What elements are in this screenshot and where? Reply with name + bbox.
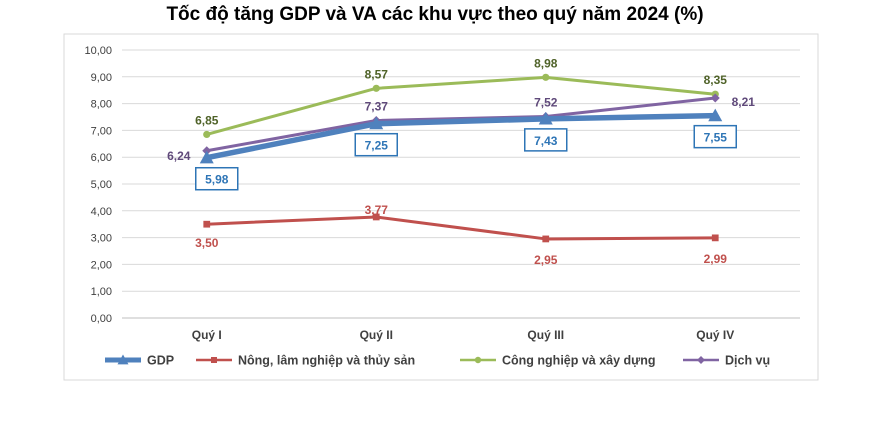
legend-marker-3 bbox=[697, 356, 705, 364]
legend-label-0: GDP bbox=[147, 354, 174, 368]
data-label-0-2: 7,43 bbox=[534, 134, 558, 148]
data-point-0-2 bbox=[538, 111, 553, 125]
gdp-label-box bbox=[354, 132, 398, 157]
legend-marker-2 bbox=[474, 356, 482, 364]
data-point-1-0 bbox=[203, 220, 211, 228]
series-line-0 bbox=[206, 112, 716, 161]
data-label-1-3: 2,99 bbox=[704, 252, 728, 266]
y-tick-label: 6,00 bbox=[91, 152, 112, 164]
y-tick-label: 8,00 bbox=[91, 99, 112, 111]
data-point-0-3 bbox=[708, 108, 723, 122]
gdp-label-box bbox=[693, 124, 737, 149]
y-tick-label: 3,00 bbox=[91, 233, 112, 245]
data-point-0-1 bbox=[369, 116, 384, 130]
data-label-2-3: 8,35 bbox=[704, 73, 728, 87]
series-line-1 bbox=[206, 215, 716, 241]
data-label-1-2: 2,95 bbox=[534, 253, 558, 267]
data-point-1-1 bbox=[372, 213, 380, 221]
x-tick-label: Quý III bbox=[527, 328, 564, 342]
x-tick-label: Quý I bbox=[192, 328, 222, 342]
data-point-1-3 bbox=[711, 234, 719, 242]
y-tick-label: 9,00 bbox=[91, 72, 112, 84]
data-point-2-0 bbox=[203, 130, 211, 139]
x-tick-label: Quý II bbox=[360, 328, 393, 342]
data-label-0-0: 5,98 bbox=[205, 173, 229, 187]
data-label-3-0: 6,24 bbox=[167, 149, 191, 163]
chart-title: Tốc độ tăng GDP và VA các khu vực theo q… bbox=[166, 4, 704, 25]
gdp-label-box bbox=[195, 166, 239, 191]
data-point-2-2 bbox=[542, 73, 550, 81]
y-tick-label: 2,00 bbox=[91, 259, 112, 271]
series-line-2 bbox=[206, 75, 716, 136]
data-point-3-3 bbox=[710, 93, 720, 103]
data-label-0-1: 7,25 bbox=[365, 139, 389, 153]
series-line-3 bbox=[206, 96, 716, 153]
data-label-0-3: 7,55 bbox=[704, 131, 728, 145]
legend-label-1: Nông, lâm nghiệp và thủy sản bbox=[238, 354, 415, 368]
data-label-1-1: 3,77 bbox=[365, 203, 389, 217]
data-label-3-2: 7,52 bbox=[534, 95, 558, 109]
data-label-2-1: 8,57 bbox=[365, 67, 389, 81]
data-point-0-0 bbox=[199, 150, 214, 164]
legend-label-2: Công nghiệp và xây dựng bbox=[502, 354, 656, 368]
x-tick-label: Quý IV bbox=[696, 328, 734, 342]
data-point-2-1 bbox=[372, 84, 380, 92]
y-tick-label: 4,00 bbox=[91, 206, 112, 218]
legend-marker-1 bbox=[211, 357, 217, 363]
y-tick-label: 0,00 bbox=[91, 313, 112, 325]
legend-marker-0 bbox=[117, 354, 129, 365]
data-point-1-2 bbox=[542, 235, 550, 243]
data-label-3-3: 8,21 bbox=[732, 95, 756, 109]
data-label-3-1: 7,37 bbox=[365, 99, 389, 113]
gdp-label-box bbox=[524, 128, 568, 152]
y-tick-label: 5,00 bbox=[91, 179, 112, 191]
y-tick-label: 10,00 bbox=[84, 45, 112, 57]
data-label-2-0: 6,85 bbox=[195, 113, 219, 127]
y-tick-label: 1,00 bbox=[91, 286, 112, 298]
data-label-1-0: 3,50 bbox=[195, 236, 219, 250]
y-tick-label: 7,00 bbox=[91, 125, 112, 137]
data-label-2-2: 8,98 bbox=[534, 56, 558, 70]
legend-label-3: Dịch vụ bbox=[725, 354, 770, 368]
